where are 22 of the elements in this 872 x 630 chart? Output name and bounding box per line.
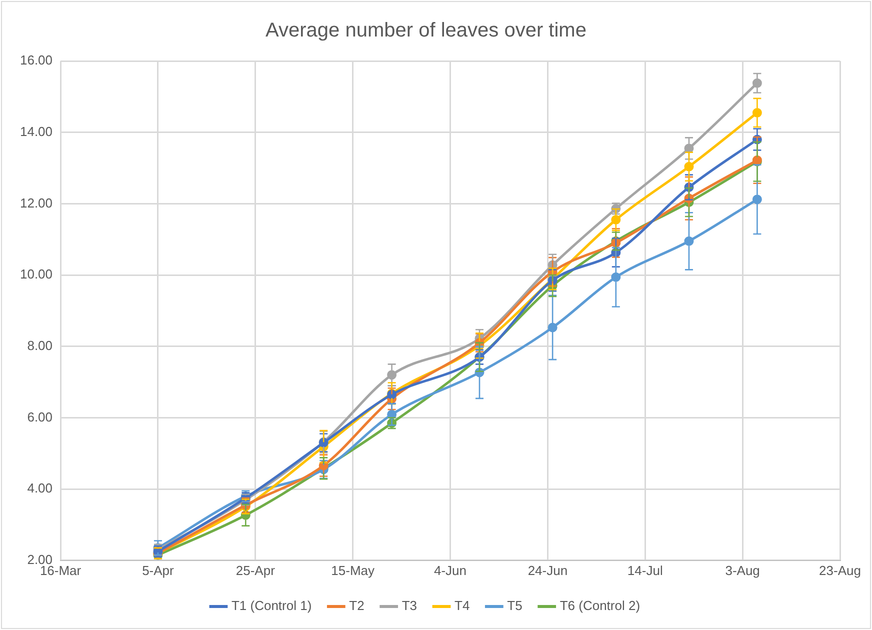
x-tick-label: 5-Apr (142, 562, 175, 578)
y-tick-label: 6.00 (27, 409, 53, 424)
x-tick-label: 25-Apr (236, 562, 276, 578)
legend-label: T4 (454, 598, 470, 614)
legend-label: T3 (402, 598, 417, 614)
y-tick-label: 8.00 (27, 338, 53, 353)
legend-label: T1 (Control 1) (231, 598, 312, 614)
x-tick-label: 23-Aug (819, 562, 861, 578)
chart-title: Average number of leaves over time (266, 20, 586, 42)
x-tick-label: 4-Jun (434, 562, 467, 578)
x-tick-label: 24-Jun (528, 562, 568, 578)
y-tick-label: 14.00 (20, 124, 53, 139)
legend-label: T5 (507, 598, 522, 614)
legend-label: T2 (349, 598, 364, 614)
y-tick-label: 10.00 (20, 266, 53, 282)
x-tick-label: 15-May (331, 562, 375, 578)
y-tick-label: 16.00 (20, 52, 53, 68)
legend-label: T6 (Control 2) (560, 598, 640, 614)
y-tick-label: 4.00 (27, 480, 53, 496)
y-tick-label: 12.00 (20, 195, 53, 210)
x-tick-label: 14-Jul (627, 562, 663, 578)
x-tick-label: 3-Aug (725, 562, 760, 578)
